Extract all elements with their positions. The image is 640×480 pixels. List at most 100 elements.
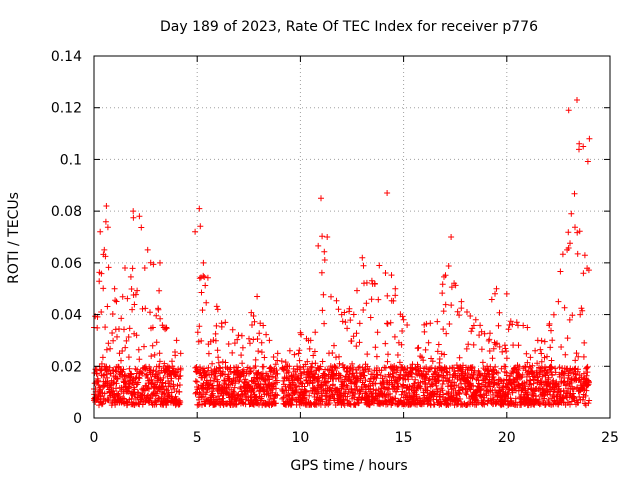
data-point xyxy=(567,401,573,408)
data-point xyxy=(252,356,259,363)
data-point xyxy=(581,252,588,259)
data-point xyxy=(245,397,252,404)
data-point xyxy=(122,265,128,271)
data-point xyxy=(367,314,374,321)
data-point xyxy=(212,330,219,337)
data-point xyxy=(172,352,179,359)
data-point xyxy=(348,385,355,392)
data-point xyxy=(149,324,156,331)
data-point xyxy=(490,374,497,380)
data-point xyxy=(135,346,142,353)
data-point xyxy=(112,367,119,374)
data-point xyxy=(559,251,566,258)
data-point xyxy=(384,320,391,327)
data-point xyxy=(199,394,205,401)
data-point xyxy=(217,365,224,372)
data-point xyxy=(306,345,313,352)
data-point xyxy=(428,381,435,388)
data-point xyxy=(254,336,261,342)
data-point xyxy=(98,270,105,277)
data-point xyxy=(104,378,111,385)
data-point xyxy=(196,275,203,282)
data-point xyxy=(543,387,550,394)
data-point xyxy=(121,326,127,333)
data-point xyxy=(274,357,281,364)
data-point xyxy=(439,290,446,297)
data-point xyxy=(434,348,441,355)
data-point xyxy=(249,322,255,328)
data-point xyxy=(291,351,298,358)
data-point xyxy=(550,311,557,318)
data-point xyxy=(564,335,571,342)
data-point xyxy=(177,350,184,357)
data-point xyxy=(396,359,403,366)
data-point xyxy=(233,401,240,408)
data-point xyxy=(129,265,136,272)
data-point xyxy=(368,296,375,303)
data-point xyxy=(420,357,427,364)
data-point xyxy=(565,229,572,236)
data-point xyxy=(385,351,391,358)
data-point xyxy=(527,354,534,361)
data-point xyxy=(246,335,252,342)
data-point xyxy=(445,389,452,395)
data-point xyxy=(360,307,367,313)
data-point xyxy=(393,388,400,395)
data-point xyxy=(259,370,266,377)
data-point xyxy=(353,383,360,390)
data-point xyxy=(163,386,170,393)
data-point xyxy=(359,254,366,261)
data-point xyxy=(319,392,326,399)
data-point xyxy=(139,370,146,377)
data-point xyxy=(192,228,199,235)
data-point xyxy=(329,350,336,356)
data-point xyxy=(445,263,452,269)
data-point xyxy=(336,353,342,360)
data-point xyxy=(405,376,412,383)
data-point xyxy=(344,325,351,332)
data-point xyxy=(586,135,593,142)
data-point xyxy=(439,281,446,288)
data-point xyxy=(582,392,589,399)
data-point xyxy=(102,218,109,225)
data-point xyxy=(209,360,216,367)
data-point xyxy=(266,396,273,403)
data-point xyxy=(202,282,209,289)
data-point xyxy=(157,259,163,266)
data-point xyxy=(229,326,236,333)
data-point xyxy=(356,339,363,346)
plot-frame xyxy=(93,55,611,419)
data-point xyxy=(112,297,119,304)
data-point xyxy=(105,340,112,347)
data-point xyxy=(486,336,493,343)
data-point xyxy=(247,369,254,375)
data-point xyxy=(322,382,329,389)
data-point xyxy=(176,388,183,395)
data-point xyxy=(99,354,106,361)
data-point xyxy=(570,386,577,393)
data-point xyxy=(515,342,522,349)
data-point xyxy=(448,284,455,291)
data-point xyxy=(173,337,180,344)
data-point xyxy=(538,358,545,365)
data-point xyxy=(286,363,293,370)
data-point xyxy=(263,331,270,338)
data-point xyxy=(557,268,564,275)
data-point xyxy=(479,359,486,366)
data-point xyxy=(126,325,133,332)
data-point xyxy=(134,366,141,373)
data-point xyxy=(392,292,399,299)
data-point xyxy=(177,372,184,379)
data-point xyxy=(160,374,167,381)
data-point xyxy=(225,341,232,347)
data-point xyxy=(118,315,125,322)
data-point xyxy=(280,377,287,384)
data-point xyxy=(136,213,143,220)
data-point xyxy=(144,246,151,253)
data-point xyxy=(106,364,113,371)
data-point xyxy=(234,336,241,343)
data-point xyxy=(176,382,183,388)
data-point xyxy=(274,379,280,386)
data-point xyxy=(493,285,500,292)
data-point xyxy=(194,378,200,385)
